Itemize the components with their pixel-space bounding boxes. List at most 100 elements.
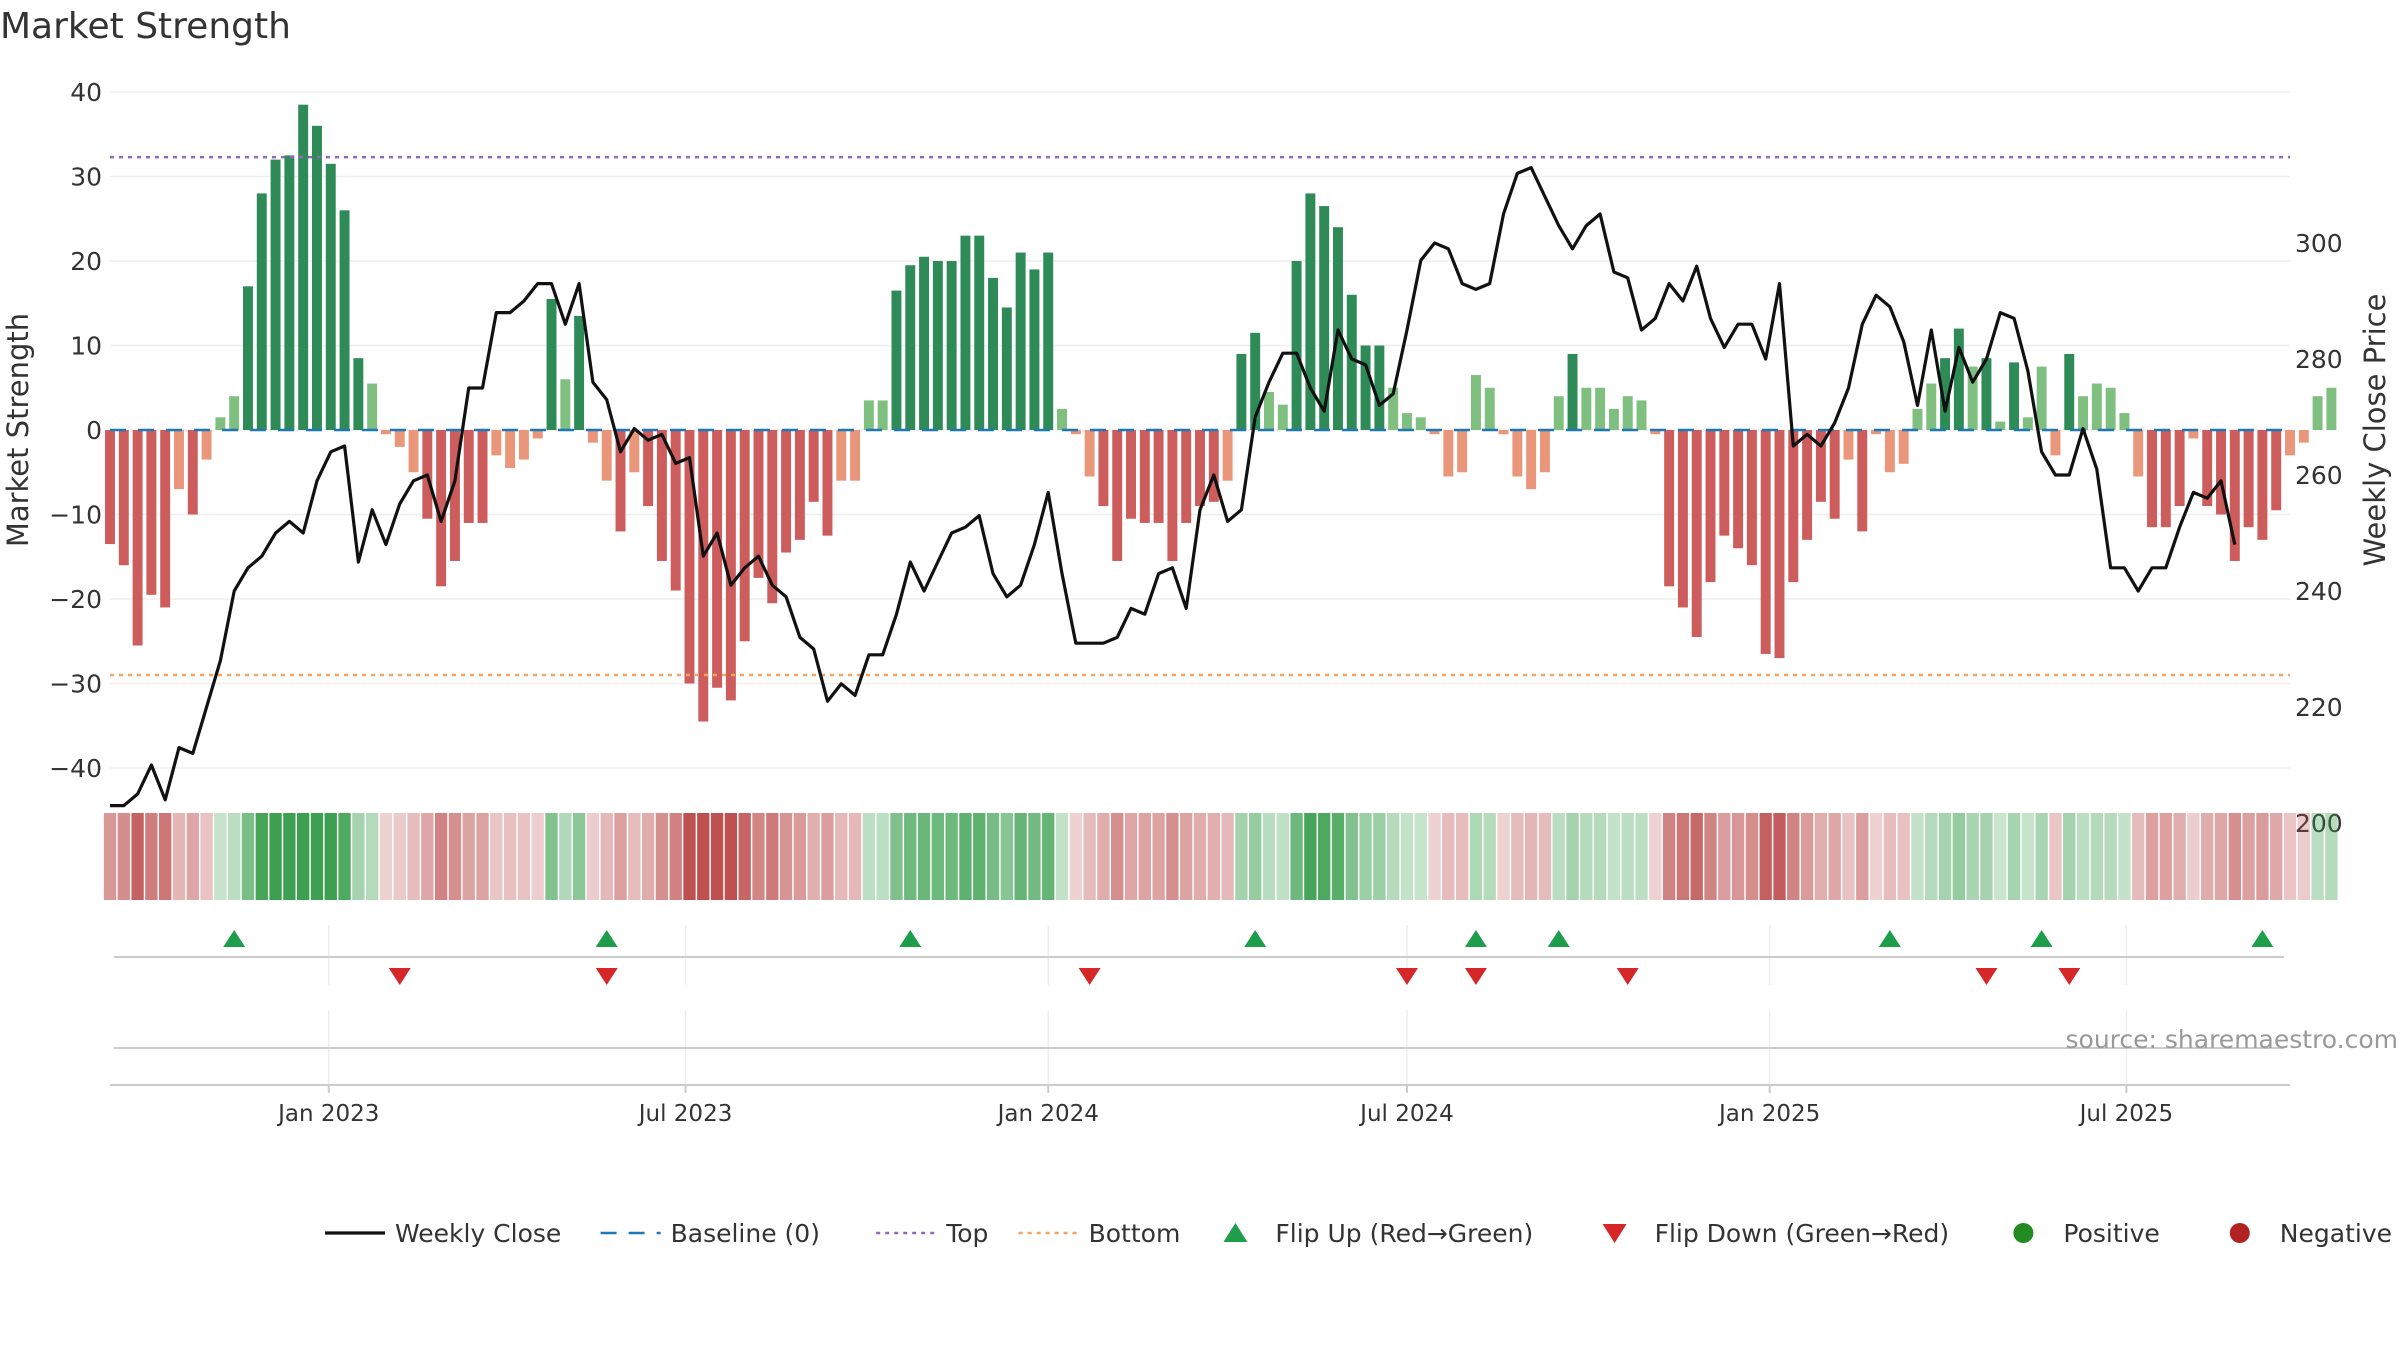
strength-bar — [863, 400, 874, 430]
strength-bar — [1139, 430, 1150, 523]
strength-bar — [1043, 252, 1054, 430]
strength-bar — [1236, 353, 1247, 430]
strength-strip-cell — [2021, 813, 2035, 900]
strength-bar — [739, 430, 750, 642]
strength-strip-cell — [1014, 813, 1027, 900]
strength-bar — [1457, 430, 1468, 473]
strength-strip-cell — [448, 813, 462, 900]
strength-bar — [1802, 430, 1813, 540]
strength-strip-cell — [2242, 813, 2255, 900]
strength-strip-cell — [1028, 813, 1041, 900]
strength-bar — [408, 430, 419, 473]
strength-bar — [2022, 417, 2033, 430]
strength-strip-cell — [2256, 813, 2269, 900]
strength-strip-cell — [862, 813, 876, 900]
strength-bar — [1539, 430, 1550, 473]
strength-strip-cell — [752, 813, 765, 900]
strength-strip-cell — [1566, 813, 1579, 900]
strength-strip-cell — [1469, 813, 1483, 900]
strength-strip-cell — [1745, 813, 1759, 900]
strength-bar — [2229, 430, 2240, 561]
strength-strip-cell — [876, 813, 889, 900]
legend-label: Flip Up (Red→Green) — [1275, 1219, 1533, 1248]
strength-bar — [574, 315, 585, 430]
flip-up-marker — [595, 930, 618, 947]
strength-strip-cell — [1111, 813, 1124, 900]
strength-strip-cell — [890, 813, 903, 900]
strength-strip-cell — [200, 813, 213, 900]
strength-strip-cell — [1800, 813, 1814, 900]
y-tick-label: −20 — [49, 585, 102, 614]
strength-strip-cell — [1759, 813, 1772, 900]
strength-strip-cell — [586, 813, 600, 900]
strength-bar — [1677, 430, 1688, 608]
strength-strip-cell — [1262, 813, 1276, 900]
strength-strip-cell — [393, 813, 406, 900]
strength-bar — [684, 430, 695, 684]
strength-bar — [2312, 396, 2323, 430]
strength-bar — [1967, 366, 1978, 430]
strength-strip-cell — [1524, 813, 1538, 900]
strength-strip-cell — [1883, 813, 1897, 900]
strength-bar — [1553, 396, 1564, 430]
strength-bar — [270, 159, 281, 430]
strength-strip-cell — [724, 813, 738, 900]
strength-strip-cell — [2063, 813, 2076, 900]
strength-strip-cell — [228, 813, 241, 900]
strength-strip-cell — [738, 813, 751, 900]
strength-strip-cell — [986, 813, 1000, 900]
strength-strip-cell — [848, 813, 862, 900]
strength-strip-cell — [117, 813, 130, 900]
strength-strip-cell — [2145, 813, 2159, 900]
strength-bar — [1319, 206, 1330, 430]
strength-strip-cell — [490, 813, 503, 900]
strength-strip-cell — [2325, 813, 2338, 900]
legend-item: Weekly Close — [325, 1219, 561, 1248]
legend-label: Bottom — [1089, 1219, 1181, 1248]
strength-bar — [1581, 387, 1592, 430]
strength-strip-cell — [917, 813, 931, 900]
strength-bar — [353, 358, 364, 430]
strength-strip-cell — [352, 813, 365, 900]
strength-bar — [2064, 353, 2075, 430]
strength-bar — [1498, 430, 1509, 435]
y2-tick-label: 280 — [2295, 345, 2343, 374]
strength-strip-cell — [1662, 813, 1676, 900]
strength-strip-cell — [545, 813, 558, 900]
strength-strip-cell — [945, 813, 958, 900]
x-tick-label: Jul 2024 — [1358, 1101, 1454, 1127]
strength-bar — [394, 430, 405, 447]
strength-bar — [974, 235, 985, 430]
strength-strip-cell — [1193, 813, 1207, 900]
strength-bar — [1719, 430, 1730, 536]
strength-bar — [1415, 417, 1426, 430]
strength-strip-cell — [1607, 813, 1621, 900]
strength-strip-cell — [1842, 813, 1855, 900]
strength-bar — [2119, 413, 2130, 430]
strength-strip-cell — [103, 813, 117, 900]
legend-item: Flip Down (Green→Red) — [1602, 1219, 1949, 1248]
x-tick-label: Jan 2025 — [1717, 1101, 1820, 1127]
strength-bar — [1470, 375, 1481, 430]
strength-strip-cell — [1897, 813, 1910, 900]
strength-bar — [615, 430, 626, 532]
strength-bar — [1291, 261, 1302, 430]
flip-up-marker — [1547, 930, 1570, 947]
strength-bar — [946, 261, 957, 430]
strength-bar — [767, 430, 778, 604]
strength-bar — [2036, 366, 2047, 430]
legend-label: Baseline (0) — [671, 1219, 820, 1248]
strength-strip-cell — [1318, 813, 1331, 900]
strength-strip-cell — [973, 813, 986, 900]
flip-down-marker — [1395, 968, 1418, 985]
strength-strip-cell — [2104, 813, 2117, 900]
flip-up-marker — [1464, 930, 1487, 947]
strength-strip-cell — [297, 813, 310, 900]
strength-strip-cell — [1331, 813, 1345, 900]
strength-bar — [1429, 430, 1440, 435]
strength-bar — [932, 261, 943, 430]
strength-bar — [1277, 404, 1288, 430]
strength-bar — [1774, 430, 1785, 659]
strength-bar — [505, 430, 516, 469]
strength-bar — [1567, 353, 1578, 430]
